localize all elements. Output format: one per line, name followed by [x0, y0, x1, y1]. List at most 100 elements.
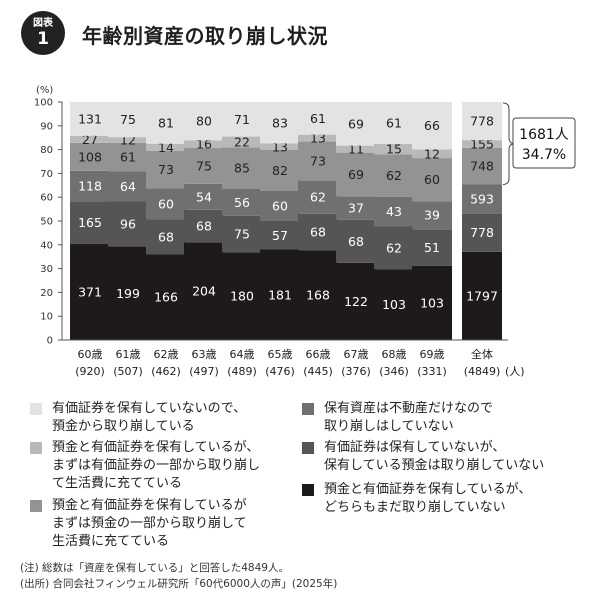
data-label: 122 [344, 294, 368, 309]
bar-segment [412, 102, 452, 150]
legend-label-line: 保有している預金は取り崩していない [324, 458, 545, 473]
bar-segment [298, 141, 338, 181]
bar-segment [108, 201, 148, 247]
data-label: 103 [420, 295, 444, 310]
data-label: 80 [196, 114, 212, 129]
legend-label-line: 預金と有価証券を保有しているが、 [324, 482, 532, 497]
bar-segment [260, 102, 300, 144]
data-label: 371 [78, 285, 102, 300]
bar-segment [298, 134, 338, 142]
bar-segment [184, 140, 224, 148]
bar-segment [336, 196, 376, 220]
y-tick-label: 60 [40, 193, 53, 204]
count-unit: (人) [505, 365, 525, 378]
data-label: 108 [78, 149, 102, 164]
bar-segment [260, 221, 300, 250]
data-label: 37 [348, 201, 364, 216]
data-label: 96 [120, 217, 136, 232]
x-tick-label: 63歳 [192, 348, 217, 361]
x-tick-label: 69歳 [420, 348, 445, 361]
data-label: 62 [310, 190, 326, 205]
data-label: 73 [158, 162, 174, 177]
bar-segment [222, 252, 262, 340]
data-label: 54 [196, 189, 212, 204]
y-tick-label: 10 [40, 312, 53, 323]
bar-segment [374, 143, 414, 155]
bar-segment [108, 137, 148, 143]
bar-segment [336, 262, 376, 340]
data-label: 180 [230, 289, 254, 304]
bar-segment [184, 242, 224, 340]
data-label: 51 [424, 240, 440, 255]
data-label: 39 [424, 208, 440, 223]
data-label: 204 [192, 284, 216, 299]
legend-label-line: 有価証券は保有していないが、 [324, 440, 506, 455]
bar-segment [260, 143, 300, 150]
data-label: 68 [196, 219, 212, 234]
data-label: 61 [120, 150, 136, 165]
bar-segment [222, 102, 262, 137]
bar-segment [70, 170, 110, 202]
data-label: 68 [158, 229, 174, 244]
data-label: 165 [78, 215, 102, 230]
data-label: 1797 [466, 288, 498, 303]
bar-segment [222, 136, 262, 148]
legend-swatch [302, 484, 314, 496]
bar-segment [412, 201, 452, 230]
legend-swatch [302, 442, 314, 454]
bar-segment [184, 147, 224, 184]
x-tick-label: 67歳 [344, 348, 369, 361]
data-label: 81 [158, 115, 174, 130]
x-tick-count: (331) [417, 365, 447, 378]
x-tick-label: 65歳 [268, 348, 293, 361]
data-label: 118 [78, 179, 102, 194]
x-tick-count: (4849) [464, 365, 501, 378]
data-label: 56 [234, 195, 250, 210]
legend-label-line: 預金から取り崩している [52, 419, 195, 434]
bar-segment [146, 102, 186, 144]
legend-label-line: 有価証券を保有していないので、 [52, 401, 247, 416]
legend-label-line: 保有資産は不動産だけなので [324, 401, 494, 416]
x-tick-label: 66歳 [306, 348, 331, 361]
bar-segment [462, 140, 502, 148]
bar-segment [260, 249, 300, 340]
bar-segment [298, 213, 338, 251]
x-tick-count: (346) [379, 365, 409, 378]
bar-segment [374, 102, 414, 144]
data-label: 68 [348, 234, 364, 249]
legend-label-line: どちらもまだ取り崩していない [324, 500, 506, 515]
data-label: 64 [120, 179, 136, 194]
data-label: 166 [154, 290, 178, 305]
data-label: 61 [310, 111, 326, 126]
data-label: 75 [196, 158, 212, 173]
data-label: 62 [386, 240, 402, 255]
data-label: 43 [386, 204, 402, 219]
data-label: 62 [386, 168, 402, 183]
bar-segment [336, 102, 376, 146]
y-tick-label: 50 [40, 217, 53, 228]
bar-segment [222, 215, 262, 253]
bar-segment [336, 145, 376, 153]
bar-segment [222, 188, 262, 216]
bar-segment [70, 142, 110, 171]
legend-label: 預金と有価証券を保有しているが まずは預金の一部から取り崩して 生活費に充てている [52, 497, 247, 551]
bar-segment [412, 158, 452, 202]
y-tick-label: 90 [40, 121, 53, 132]
data-label: 66 [424, 118, 440, 133]
x-tick-label: 60歳 [78, 348, 103, 361]
legend-label-line: 預金と有価証券を保有しているが、 [52, 440, 260, 455]
chart-title: 年齢別資産の取り崩し状況 [82, 24, 328, 48]
bar-segment [70, 244, 110, 340]
legend-label: 保有資産は不動産だけなので 取り崩しはしていない [324, 400, 493, 436]
x-tick-count: (476) [265, 365, 295, 378]
data-label: 778 [470, 114, 494, 129]
bar-segment [298, 102, 338, 135]
bar-segment [412, 149, 452, 159]
note-source: (出所) 合同会社フィンウェル研究所「60代6000人の声」(2025年) [20, 578, 338, 590]
y-tick-label: 80 [40, 145, 53, 156]
data-label: 69 [348, 116, 364, 131]
x-tick-label: 全体 [471, 347, 493, 361]
annotation-box [512, 117, 576, 169]
bar-segment [146, 254, 186, 340]
data-label: 22 [234, 134, 250, 149]
